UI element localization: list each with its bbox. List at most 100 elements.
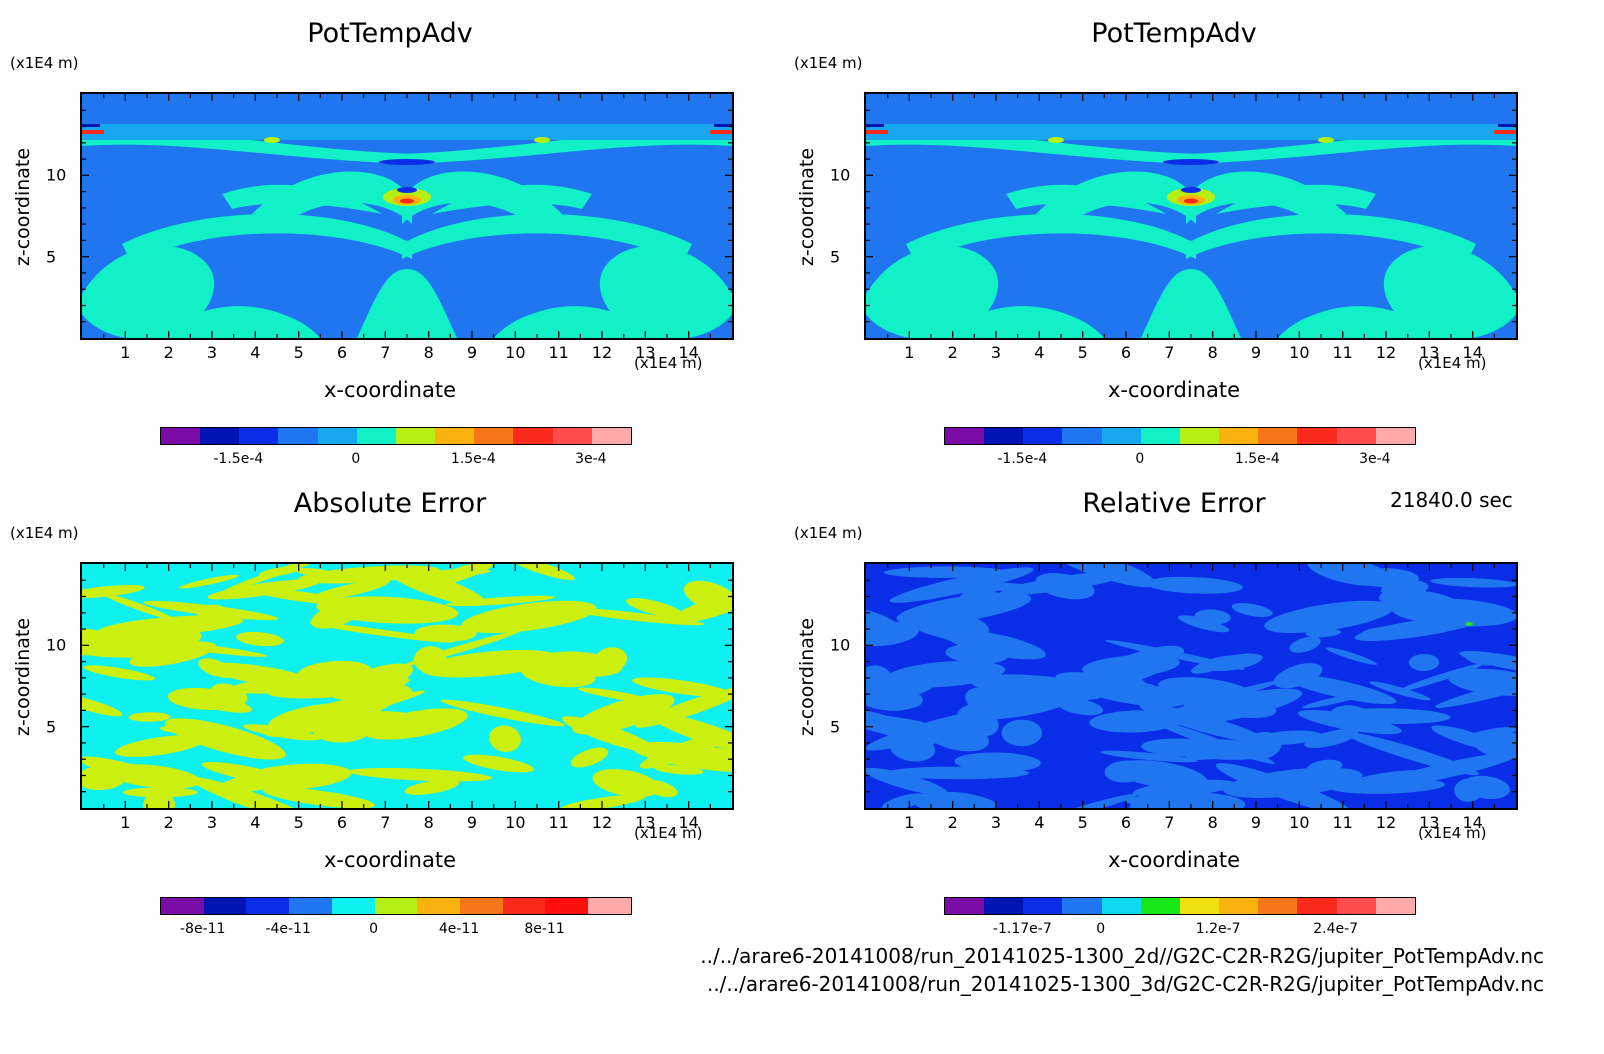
contour-region — [921, 628, 1044, 659]
color-bar-label: -1.17e-7 — [992, 921, 1052, 937]
color-bar-label: 4e-11 — [438, 921, 480, 937]
color-bar-label: 1.2e-7 — [1195, 921, 1241, 937]
x-tick-label: 14 — [678, 343, 699, 362]
x-tick-label: 3 — [990, 343, 1002, 362]
z-axis-unit: (x1E4 m) — [10, 54, 79, 72]
contour-region — [379, 159, 435, 165]
contour-band — [714, 124, 732, 127]
color-swatch — [1219, 428, 1259, 444]
color-swatch — [289, 898, 332, 914]
x-tick-label: 5 — [293, 343, 304, 362]
color-bar — [944, 897, 1416, 915]
contour-band — [1494, 130, 1516, 134]
color-swatch — [502, 898, 546, 914]
color-bar — [160, 427, 632, 445]
time-label: 21840.0 sec — [1390, 488, 1513, 512]
x-tick-label: 14 — [1462, 343, 1483, 362]
contour-region — [1465, 622, 1473, 626]
x-tick-label: 8 — [1207, 813, 1218, 832]
contour-band — [82, 124, 100, 127]
color-bar-label: -1.5e-4 — [997, 451, 1048, 467]
contour-region — [1379, 752, 1516, 787]
contour-region — [82, 694, 123, 717]
x-axis-label: x-coordinate — [1107, 378, 1240, 402]
contour-region — [222, 184, 382, 214]
x-tick-label: 13 — [635, 343, 656, 362]
z-axis-unit: (x1E4 m) — [794, 54, 863, 72]
contour-region — [1362, 626, 1406, 636]
contour-region — [347, 767, 493, 782]
contour-region — [152, 306, 320, 338]
x-tick-label: 2 — [163, 813, 174, 832]
color-bar-label: 0 — [1135, 451, 1145, 467]
color-bar-label: 1.5e-4 — [1234, 451, 1280, 467]
contour-region — [115, 735, 205, 757]
x-tick-label: 1 — [904, 343, 915, 362]
contour-region — [1396, 663, 1484, 693]
contour-region — [1304, 728, 1359, 748]
chart-panel-1: PotTempAdv (x1E4 m) (x1E4 m) x-coordinate z-… — [0, 0, 780, 470]
x-tick-label: 5 — [1077, 813, 1088, 832]
contour-band — [82, 124, 732, 140]
x-axis-label: x-coordinate — [1107, 848, 1240, 872]
color-bar-label: 0 — [1096, 921, 1106, 937]
x-tick-label: 6 — [336, 343, 348, 362]
x-tick-label: 8 — [1207, 343, 1218, 362]
color-swatch — [161, 428, 201, 444]
color-swatch — [984, 428, 1024, 444]
contour-region — [1169, 739, 1276, 760]
contour-region — [570, 747, 609, 768]
contour-region — [1173, 680, 1282, 712]
x-tick-label: 1 — [120, 343, 131, 362]
contour-region — [311, 579, 390, 601]
chart-title: Absolute Error — [293, 488, 487, 519]
contour-region — [631, 741, 732, 773]
y-axis-label: z-coordinate — [796, 147, 818, 267]
contour-region — [387, 567, 487, 606]
x-tick-label: 9 — [466, 343, 478, 362]
contour-region — [223, 737, 261, 752]
x-tick-label: 9 — [1250, 343, 1262, 362]
x-tick-label: 10 — [505, 813, 526, 832]
contour-region — [1045, 564, 1157, 588]
contour-region — [1035, 573, 1095, 600]
contour-region — [423, 564, 496, 588]
color-swatch — [435, 428, 475, 444]
contour-region — [445, 595, 555, 607]
contour-region — [1047, 793, 1138, 808]
contour-region — [1223, 767, 1363, 799]
x-tick-label: 9 — [1250, 813, 1262, 832]
x-tick-label: 2 — [163, 343, 174, 362]
color-swatch — [513, 428, 553, 444]
chart-panel-4: Relative Error (x1E4 m) (x1E4 m) x-coordina… — [784, 470, 1564, 940]
contour-region — [866, 245, 999, 338]
x-tick-label: 8 — [423, 813, 434, 832]
color-swatch — [460, 898, 503, 914]
contour-region — [1186, 214, 1476, 264]
x-tick-label: 11 — [1332, 813, 1353, 832]
x-tick-label: 4 — [250, 813, 261, 832]
x-tick-label: 14 — [1462, 813, 1483, 832]
contour-region — [866, 607, 902, 638]
file-path-3d: ../../arare6-20141008/run_20141025-1300_… — [706, 972, 1544, 996]
contour-band — [866, 124, 1516, 140]
contour-region — [316, 596, 459, 624]
contour-band — [866, 130, 888, 134]
contour-region — [122, 214, 412, 264]
contour-region — [647, 712, 732, 756]
contour-region — [1057, 698, 1104, 716]
contour-band — [710, 130, 732, 134]
color-swatch — [1140, 428, 1180, 444]
contour-region — [264, 137, 280, 143]
color-swatch — [331, 898, 375, 914]
x-tick-label: 4 — [250, 343, 261, 362]
contour-region — [179, 574, 239, 589]
color-swatch — [545, 898, 589, 914]
color-swatch — [552, 428, 592, 444]
contour-region — [308, 622, 454, 643]
x-axis-unit: (x1E4 m) — [634, 824, 703, 842]
color-swatch — [1336, 428, 1376, 444]
contour-region — [1231, 603, 1273, 617]
x-tick-label: 7 — [1164, 343, 1175, 362]
contour-region — [538, 651, 623, 677]
